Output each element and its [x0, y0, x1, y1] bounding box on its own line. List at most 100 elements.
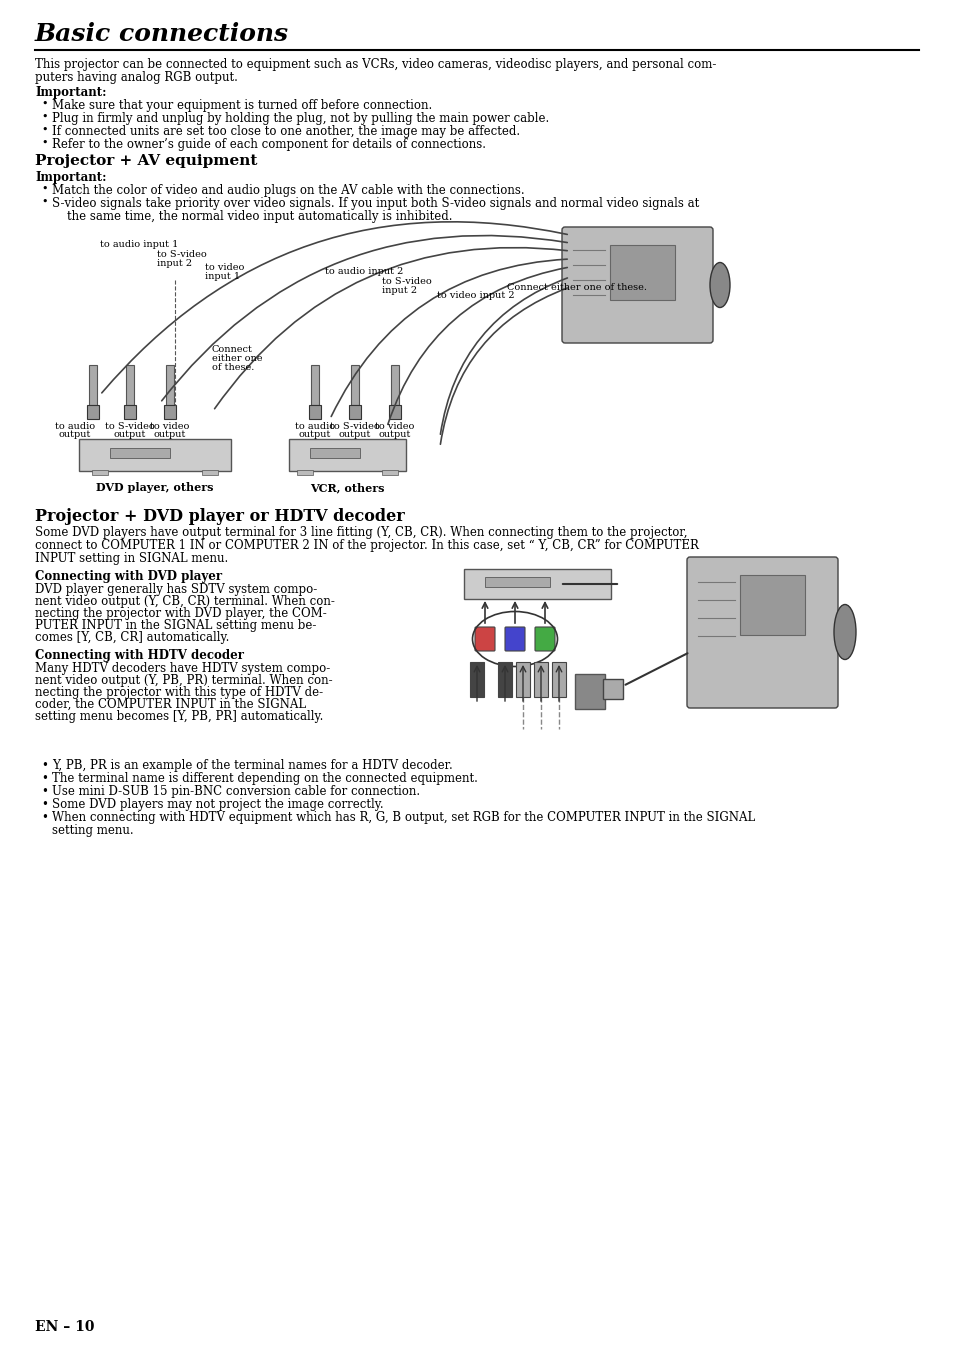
Text: •: • — [41, 126, 48, 135]
Text: connect to COMPUTER 1 IN or COMPUTER 2 IN of the projector. In this case, set “ : connect to COMPUTER 1 IN or COMPUTER 2 I… — [35, 539, 699, 553]
Bar — [351, 365, 358, 405]
Text: to video input 2: to video input 2 — [436, 290, 514, 300]
Bar — [296, 470, 313, 476]
Ellipse shape — [833, 604, 855, 659]
Text: output: output — [113, 430, 146, 439]
Bar — [484, 577, 550, 586]
Text: VCR, others: VCR, others — [310, 482, 384, 493]
Text: necting the projector with this type of HDTV de-: necting the projector with this type of … — [35, 686, 323, 698]
FancyBboxPatch shape — [535, 627, 555, 651]
Text: Make sure that your equipment is turned off before connection.: Make sure that your equipment is turned … — [52, 99, 432, 112]
Text: PUTER INPUT in the SIGNAL setting menu be-: PUTER INPUT in the SIGNAL setting menu b… — [35, 619, 316, 632]
Text: Basic connections: Basic connections — [35, 22, 289, 46]
Bar — [309, 405, 320, 419]
Text: •: • — [41, 112, 48, 122]
Text: Connecting with HDTV decoder: Connecting with HDTV decoder — [35, 648, 244, 662]
Ellipse shape — [709, 262, 729, 308]
Bar — [91, 470, 108, 476]
Bar — [381, 470, 397, 476]
Bar — [89, 365, 97, 405]
Bar — [166, 365, 173, 405]
Text: output: output — [378, 430, 411, 439]
Bar — [310, 449, 359, 458]
Text: EN – 10: EN – 10 — [35, 1320, 94, 1333]
Text: output: output — [153, 430, 186, 439]
Text: of these.: of these. — [212, 363, 254, 372]
Text: •: • — [41, 197, 48, 207]
FancyBboxPatch shape — [79, 439, 231, 471]
Bar — [87, 405, 99, 419]
Bar — [740, 576, 804, 635]
Bar — [349, 405, 360, 419]
Text: •: • — [41, 785, 48, 798]
Bar — [497, 662, 512, 697]
Text: The terminal name is different depending on the connected equipment.: The terminal name is different depending… — [52, 771, 477, 785]
Text: Many HDTV decoders have HDTV system compo-: Many HDTV decoders have HDTV system comp… — [35, 662, 330, 676]
FancyBboxPatch shape — [289, 439, 406, 471]
Text: •: • — [41, 771, 48, 785]
Bar — [470, 662, 483, 697]
FancyBboxPatch shape — [463, 569, 610, 598]
Text: Refer to the owner’s guide of each component for details of connections.: Refer to the owner’s guide of each compo… — [52, 138, 485, 151]
Text: to S-video: to S-video — [105, 422, 154, 431]
Text: Projector + DVD player or HDTV decoder: Projector + DVD player or HDTV decoder — [35, 508, 404, 526]
Text: either one: either one — [212, 354, 262, 363]
FancyBboxPatch shape — [504, 627, 524, 651]
Text: DVD player generally has SDTV system compo-: DVD player generally has SDTV system com… — [35, 584, 317, 596]
Text: Some DVD players may not project the image correctly.: Some DVD players may not project the ima… — [52, 798, 383, 811]
FancyBboxPatch shape — [561, 227, 712, 343]
Text: •: • — [41, 759, 48, 771]
Text: Important:: Important: — [35, 86, 107, 99]
Text: output: output — [338, 430, 371, 439]
Text: to S-video: to S-video — [381, 277, 432, 286]
Bar — [110, 449, 170, 458]
Bar — [389, 405, 400, 419]
Text: to audio: to audio — [294, 422, 335, 431]
Text: Use mini D-SUB 15 pin-BNC conversion cable for connection.: Use mini D-SUB 15 pin-BNC conversion cab… — [52, 785, 419, 798]
Text: INPUT setting in SIGNAL menu.: INPUT setting in SIGNAL menu. — [35, 553, 228, 565]
Text: Plug in firmly and unplug by holding the plug, not by pulling the main power cab: Plug in firmly and unplug by holding the… — [52, 112, 549, 126]
Text: If connected units are set too close to one another, the image may be affected.: If connected units are set too close to … — [52, 126, 519, 138]
Text: Projector + AV equipment: Projector + AV equipment — [35, 154, 257, 168]
Bar — [202, 470, 218, 476]
Text: the same time, the normal video input automatically is inhibited.: the same time, the normal video input au… — [52, 209, 452, 223]
Bar — [311, 365, 318, 405]
Bar — [391, 365, 398, 405]
Text: nent video output (Y, PB, PR) terminal. When con-: nent video output (Y, PB, PR) terminal. … — [35, 674, 333, 688]
FancyBboxPatch shape — [475, 627, 495, 651]
FancyBboxPatch shape — [686, 557, 837, 708]
Text: coder, the COMPUTER INPUT in the SIGNAL: coder, the COMPUTER INPUT in the SIGNAL — [35, 698, 306, 711]
Text: When connecting with HDTV equipment which has R, G, B output, set RGB for the CO: When connecting with HDTV equipment whic… — [52, 811, 755, 824]
Text: to audio: to audio — [55, 422, 95, 431]
Bar — [126, 365, 133, 405]
Text: output: output — [59, 430, 91, 439]
Text: to video: to video — [375, 422, 415, 431]
Bar — [602, 680, 622, 698]
Text: Connecting with DVD player: Connecting with DVD player — [35, 570, 222, 584]
Text: to video: to video — [205, 263, 244, 272]
Bar — [164, 405, 175, 419]
Text: nent video output (Y, CB, CR) terminal. When con-: nent video output (Y, CB, CR) terminal. … — [35, 594, 335, 608]
Text: setting menu.: setting menu. — [52, 824, 133, 838]
Text: setting menu becomes [Y, PB, PR] automatically.: setting menu becomes [Y, PB, PR] automat… — [35, 711, 323, 723]
Text: to audio input 2: to audio input 2 — [325, 267, 403, 276]
Text: to audio input 1: to audio input 1 — [100, 240, 178, 249]
Text: input 2: input 2 — [381, 286, 416, 295]
Text: DVD player, others: DVD player, others — [96, 482, 213, 493]
Text: output: output — [298, 430, 331, 439]
Text: Connect: Connect — [212, 345, 253, 354]
Text: to video: to video — [151, 422, 190, 431]
Text: puters having analog RGB output.: puters having analog RGB output. — [35, 72, 237, 84]
Text: comes [Y, CB, CR] automatically.: comes [Y, CB, CR] automatically. — [35, 631, 229, 644]
Text: Match the color of video and audio plugs on the AV cable with the connections.: Match the color of video and audio plugs… — [52, 184, 524, 197]
Bar — [552, 662, 565, 697]
Text: Y, PB, PR is an example of the terminal names for a HDTV decoder.: Y, PB, PR is an example of the terminal … — [52, 759, 453, 771]
Text: necting the projector with DVD player, the COM-: necting the projector with DVD player, t… — [35, 607, 327, 620]
Bar — [534, 662, 547, 697]
Text: •: • — [41, 99, 48, 109]
Bar — [609, 245, 675, 300]
Text: input 2: input 2 — [157, 259, 192, 267]
Text: •: • — [41, 811, 48, 824]
Text: Connect either one of these.: Connect either one of these. — [506, 282, 646, 292]
Bar — [575, 674, 604, 709]
